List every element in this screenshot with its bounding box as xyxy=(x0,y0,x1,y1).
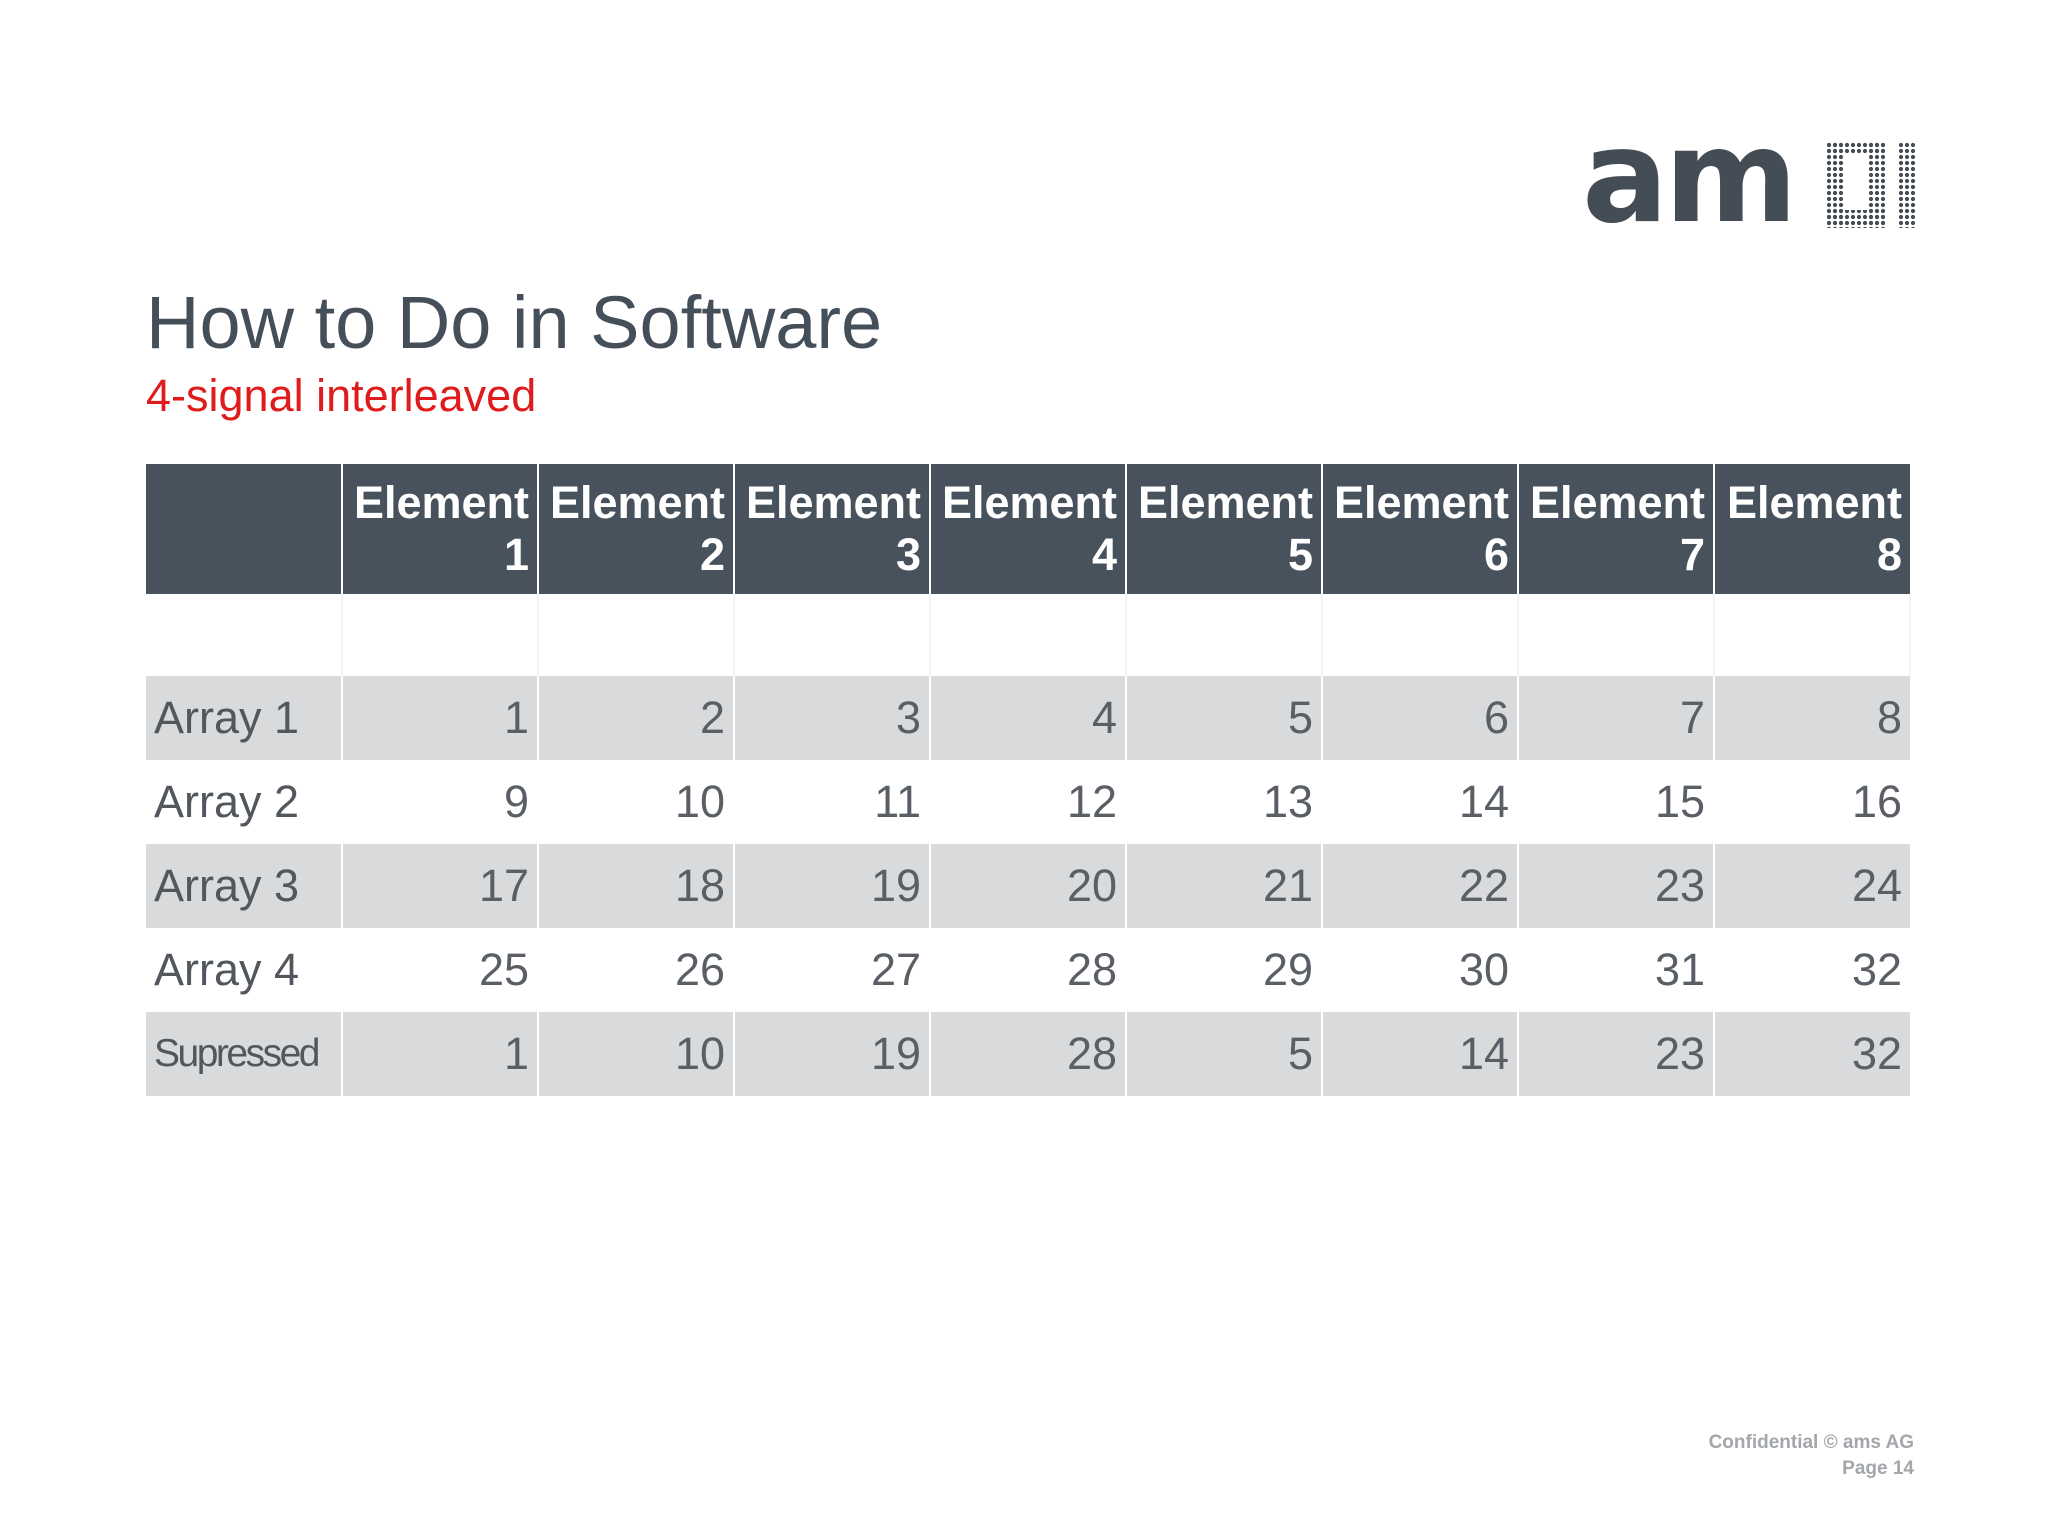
table-cell: 1 xyxy=(342,1012,539,1096)
page-title: How to Do in Software xyxy=(146,281,883,364)
table-cell: 27 xyxy=(734,928,931,1012)
row-label: Array 3 xyxy=(146,844,343,928)
table-cell: 13 xyxy=(1126,760,1323,844)
header-corner-cell xyxy=(146,464,343,594)
table-cell: 5 xyxy=(1126,676,1323,760)
table-cell: 6 xyxy=(1322,676,1519,760)
table-cell: 2 xyxy=(538,676,735,760)
interleave-table: Element 1 Element 2 Element 3 Element 4 Elem… xyxy=(146,464,1911,1096)
logo-wordmark: am xyxy=(1582,103,1798,252)
table-cell: 31 xyxy=(1518,928,1715,1012)
header-cell: Element 5 xyxy=(1126,464,1323,594)
table-cell: 8 xyxy=(1714,676,1910,760)
table-row: Array 1 1 2 3 4 5 6 7 8 xyxy=(146,676,1910,760)
table-cell: 14 xyxy=(1322,1012,1519,1096)
table-cell: 16 xyxy=(1714,760,1910,844)
row-label: Array 2 xyxy=(146,760,343,844)
header-cell: Element 7 xyxy=(1518,464,1715,594)
table-cell: 17 xyxy=(342,844,539,928)
table-cell: 28 xyxy=(930,1012,1127,1096)
table-cell: 14 xyxy=(1322,760,1519,844)
table-cell: 19 xyxy=(734,844,931,928)
ams-logo: am xyxy=(1582,114,1922,242)
table-cell: 24 xyxy=(1714,844,1910,928)
table-cell: 10 xyxy=(538,1012,735,1096)
header-cell: Element 8 xyxy=(1714,464,1910,594)
table-cell: 32 xyxy=(1714,1012,1910,1096)
table-cell: 15 xyxy=(1518,760,1715,844)
table-cell: 5 xyxy=(1126,1012,1323,1096)
table-cell: 20 xyxy=(930,844,1127,928)
table-cell: 18 xyxy=(538,844,735,928)
row-label: Array 4 xyxy=(146,928,343,1012)
table-row: Array 4 25 26 27 28 29 30 31 32 xyxy=(146,928,1910,1012)
table-cell: 25 xyxy=(342,928,539,1012)
page-number: Page 14 xyxy=(1842,1457,1914,1479)
header-cell: Element 4 xyxy=(930,464,1127,594)
table-cell: 7 xyxy=(1518,676,1715,760)
table-cell: 23 xyxy=(1518,844,1715,928)
header-cell: Element 3 xyxy=(734,464,931,594)
table-row: Supressed 1 10 19 28 5 14 23 32 xyxy=(146,1012,1910,1096)
header-cell: Element 1 xyxy=(342,464,539,594)
confidential-notice: Confidential © ams AG xyxy=(1708,1432,1914,1453)
slide-footer: Confidential © ams AG Page 14 xyxy=(1709,1430,1914,1481)
table-row: Array 2 9 10 11 12 13 14 15 16 xyxy=(146,760,1910,844)
row-label: Supressed xyxy=(146,1012,343,1096)
table-cell: 28 xyxy=(930,928,1127,1012)
table-header-row: Element 1 Element 2 Element 3 Element 4 Elem… xyxy=(146,464,1910,594)
table-cell: 23 xyxy=(1518,1012,1715,1096)
table-cell: 29 xyxy=(1126,928,1323,1012)
row-label: Array 1 xyxy=(146,676,343,760)
table-cell: 21 xyxy=(1126,844,1323,928)
table-spacer-row xyxy=(146,594,1911,676)
table-cell: 32 xyxy=(1714,928,1910,1012)
table-cell: 26 xyxy=(538,928,735,1012)
table-cell: 19 xyxy=(734,1012,931,1096)
table-cell: 22 xyxy=(1322,844,1519,928)
table-cell: 30 xyxy=(1322,928,1519,1012)
table-cell: 1 xyxy=(342,676,539,760)
table-cell: 11 xyxy=(734,760,931,844)
table-row: Array 3 17 18 19 20 21 22 23 24 xyxy=(146,844,1910,928)
table-cell: 4 xyxy=(930,676,1127,760)
table-cell: 9 xyxy=(342,760,539,844)
table-cell: 10 xyxy=(538,760,735,844)
header-cell: Element 2 xyxy=(538,464,735,594)
table-cell: 3 xyxy=(734,676,931,760)
logo-dot-matrix-icon xyxy=(1826,142,1916,228)
page-subtitle: 4-signal interleaved xyxy=(146,370,537,421)
table-cell: 12 xyxy=(930,760,1127,844)
header-cell: Element 6 xyxy=(1322,464,1519,594)
